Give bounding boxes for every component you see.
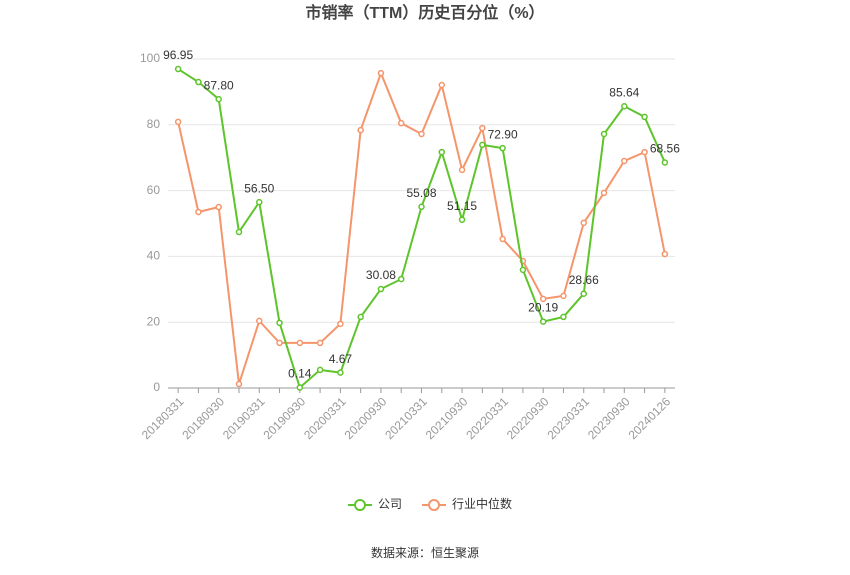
data-label: 68.56 [650, 142, 680, 156]
y-tick-label: 40 [147, 249, 161, 263]
data-point [316, 339, 324, 347]
data-point [661, 159, 669, 166]
x-tick-label: 20200331 [301, 394, 349, 442]
data-point [580, 290, 587, 297]
data-point [539, 295, 547, 303]
x-tick-label: 20220930 [504, 394, 552, 442]
data-point [418, 203, 425, 211]
data-point [479, 124, 486, 132]
data-point [539, 318, 547, 325]
data-point [560, 313, 567, 321]
data-label: 51.15 [447, 199, 477, 213]
data-point [296, 384, 304, 391]
data-point [235, 228, 243, 236]
x-tick-label: 20180331 [139, 394, 187, 442]
data-point [215, 203, 222, 211]
data-point [174, 65, 182, 73]
data-label: 0.14 [288, 367, 312, 381]
x-tick-label: 20230930 [585, 394, 633, 442]
data-point [641, 148, 648, 156]
data-point [519, 266, 527, 274]
legend-marker [428, 499, 441, 511]
data-point [256, 198, 263, 206]
data-point [560, 292, 567, 300]
data-point [195, 208, 202, 216]
data-point [397, 275, 405, 283]
data-label: 55.08 [406, 186, 436, 200]
x-tick-label: 20190930 [261, 394, 309, 442]
legend-marker [354, 499, 366, 511]
data-point [174, 118, 182, 126]
data-point [499, 144, 506, 152]
data-point [621, 102, 628, 110]
data-label: 28.66 [569, 273, 599, 287]
x-tick-label: 20200930 [342, 394, 390, 442]
data-point [357, 126, 364, 134]
data-point [256, 317, 263, 325]
data-point [458, 166, 466, 174]
data-label: 72.90 [488, 127, 518, 141]
x-tick-label: 20220331 [463, 394, 511, 442]
data-point [316, 366, 324, 374]
data-point [397, 119, 405, 127]
data-point [418, 130, 425, 138]
data-point [438, 81, 446, 89]
data-point [377, 69, 385, 77]
x-tick-label: 20240126 [626, 394, 674, 442]
x-tick-label: 20190331 [220, 394, 268, 442]
data-point [195, 78, 202, 86]
data-point [458, 216, 466, 223]
legend-label: 公司 [378, 497, 402, 511]
series-line [177, 68, 666, 390]
data-point [337, 369, 344, 376]
y-tick-label: 80 [147, 117, 161, 131]
data-point [337, 320, 344, 328]
data-point [600, 130, 608, 138]
legend-item[interactable]: 公司 [348, 497, 402, 511]
legend-label: 行业中位数 [452, 496, 512, 511]
data-point [661, 250, 669, 258]
legend-item[interactable]: 行业中位数 [422, 496, 512, 511]
x-tick-label: 20210331 [382, 394, 430, 442]
data-label: 20.19 [528, 301, 558, 315]
data-point [580, 219, 587, 227]
y-tick-label: 100 [140, 51, 160, 65]
y-tick-label: 0 [153, 380, 160, 394]
chart-title: 市销率（TTM）历史百分位（%） [305, 3, 544, 22]
data-label: 87.80 [204, 78, 234, 92]
data-point [276, 319, 283, 327]
x-tick-label: 20180930 [179, 394, 227, 442]
data-point [296, 339, 304, 347]
source: 数据来源：恒生聚源 [371, 545, 479, 560]
data-label: 30.08 [366, 268, 396, 282]
data-point [600, 189, 608, 197]
data-point [621, 157, 628, 165]
data-point [357, 313, 364, 321]
data-point [641, 113, 648, 121]
data-label: 4.67 [329, 352, 353, 366]
data-point [479, 141, 486, 149]
y-tick-label: 60 [147, 183, 161, 197]
data-point [235, 380, 243, 388]
data-label: 96.95 [163, 48, 193, 62]
data-label: 56.50 [244, 181, 274, 195]
data-point [438, 148, 446, 156]
data-point [276, 339, 283, 347]
x-tick-label: 20230331 [544, 394, 592, 442]
data-label: 85.64 [609, 85, 639, 99]
data-point [499, 235, 506, 243]
x-tick-label: 20210930 [423, 394, 471, 442]
data-point [377, 285, 385, 293]
y-tick-label: 20 [147, 314, 161, 328]
data-point [215, 95, 222, 103]
